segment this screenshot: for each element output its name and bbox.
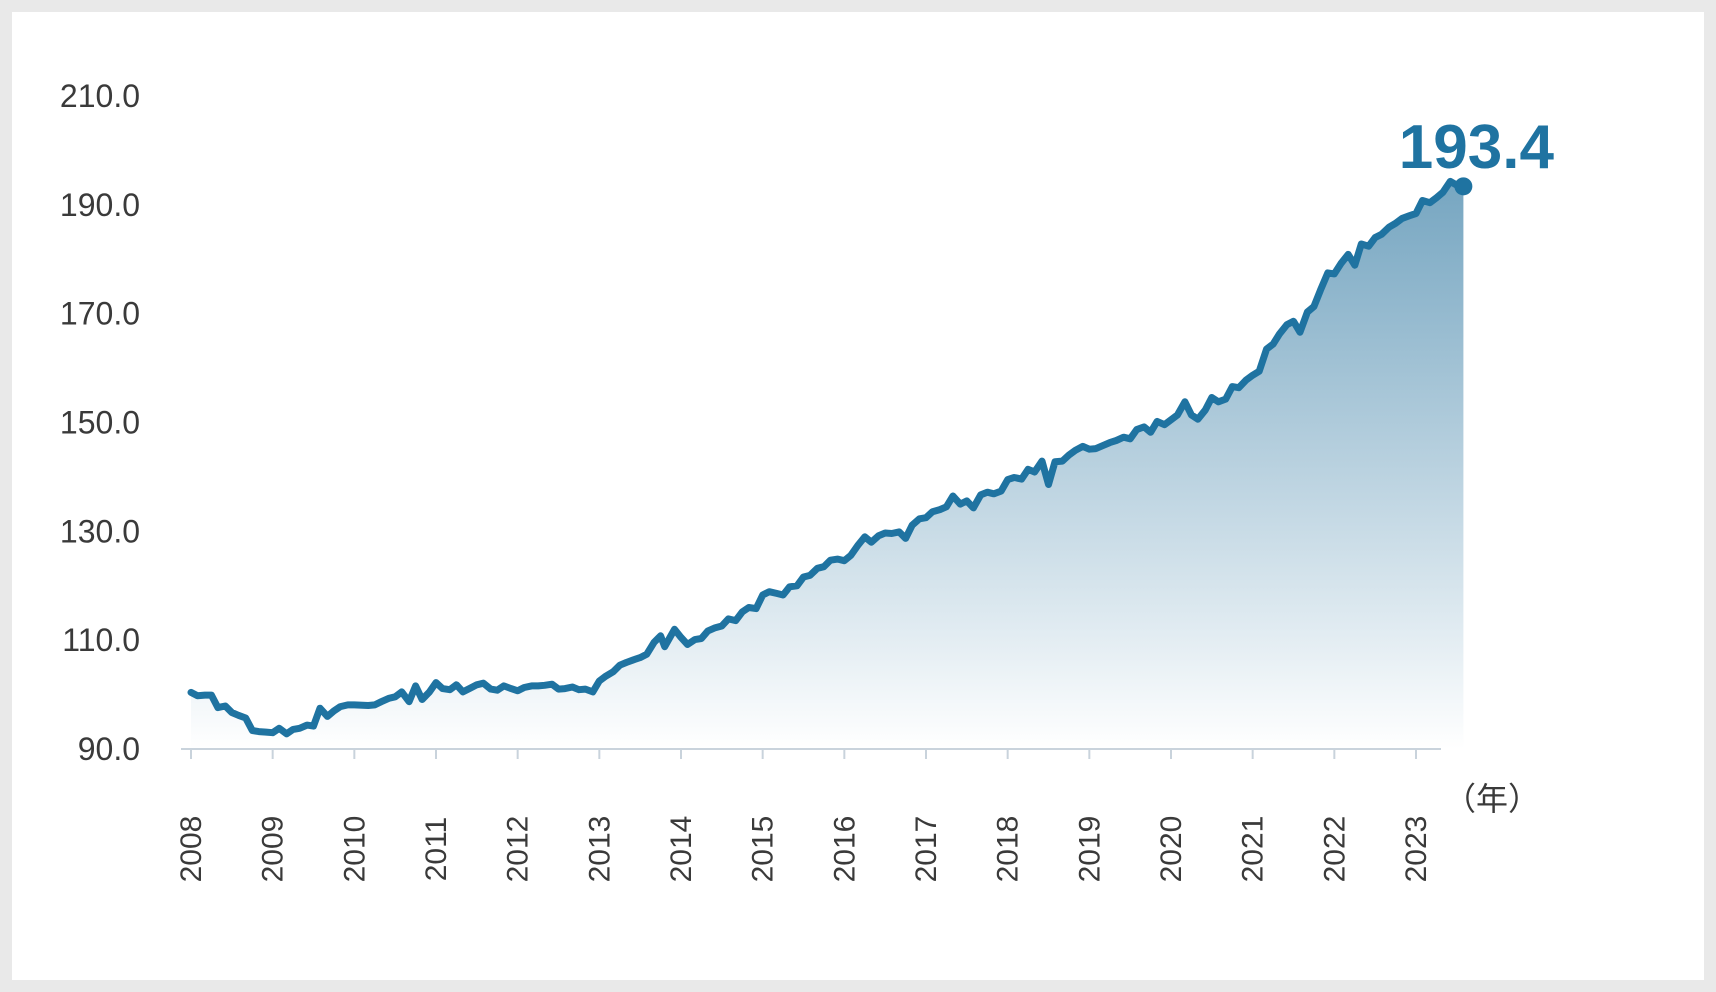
y-tick-label: 210.0 — [60, 78, 140, 114]
x-tick-label: 2023 — [1400, 816, 1433, 883]
series-line — [187, 177, 1467, 738]
x-unit-label: （年） — [1444, 780, 1540, 818]
x-tick-label: 2014 — [665, 816, 698, 883]
y-tick-label: 110.0 — [62, 622, 140, 658]
y-tick-label: 130.0 — [60, 513, 140, 549]
x-tick-label: 2020 — [1155, 816, 1188, 883]
x-tick-label: 2010 — [338, 816, 371, 883]
x-axis: 2008 2009 2010 2011 2012 2013 2014 2015 2016 2017… — [175, 749, 1433, 882]
end-value-label: 193.4 — [1399, 113, 1555, 182]
series-area — [191, 181, 1464, 749]
x-tick-label: 2015 — [747, 816, 780, 883]
y-tick-label: 190.0 — [60, 187, 140, 223]
x-tick-label: 2008 — [175, 816, 208, 883]
x-tick-label: 2018 — [992, 816, 1025, 883]
x-tick-label: 2016 — [828, 816, 861, 883]
x-tick-label: 2011 — [420, 817, 453, 882]
y-tick-label: 150.0 — [60, 405, 140, 441]
x-tick-label: 2013 — [583, 816, 616, 883]
x-tick-label: 2021 — [1237, 816, 1270, 883]
end-point-marker — [1454, 177, 1473, 196]
x-tick-label: 2012 — [502, 816, 535, 883]
x-tick-label: 2022 — [1318, 816, 1351, 883]
y-tick-label: 90.0 — [78, 731, 140, 767]
y-tick-label: 170.0 — [60, 296, 140, 332]
x-tick-label: 2009 — [257, 816, 290, 883]
y-axis: 210.0 190.0 170.0 150.0 130.0 110.0 90.0 — [60, 78, 140, 767]
x-tick-label: 2019 — [1073, 816, 1106, 883]
chart-card: 210.0 190.0 170.0 150.0 130.0 110.0 90.0 2008 2… — [12, 12, 1704, 980]
x-tick-label: 2017 — [910, 816, 943, 883]
